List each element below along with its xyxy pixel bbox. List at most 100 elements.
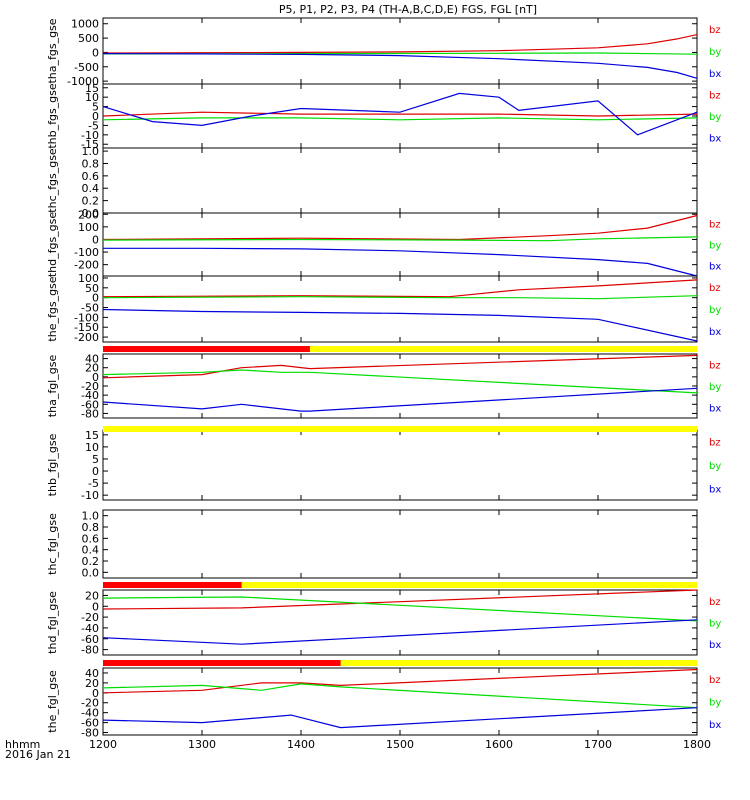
y-tick-label: 0.6: [82, 170, 100, 183]
series-line-by: [102, 295, 698, 300]
y-tick-label: 10: [85, 91, 99, 104]
y-tick-label: -200: [74, 259, 99, 272]
y-tick-label: 1.0: [82, 145, 100, 158]
y-tick-label: -5: [88, 119, 99, 132]
legend-bx: bx: [709, 403, 721, 414]
legend-by: by: [709, 47, 721, 58]
legend-bx: bx: [709, 133, 721, 144]
series-line-bx: [102, 619, 698, 645]
series-line-by: [102, 236, 698, 242]
series-line-by: [102, 117, 698, 121]
legend-bz: bz: [709, 91, 721, 102]
legend-by: by: [709, 619, 721, 630]
y-axis-label: thd_fgs_gse: [46, 212, 59, 278]
y-tick-label: -40: [81, 707, 99, 720]
x-tick-label: 1200: [89, 738, 117, 751]
legend-bx: bx: [709, 640, 721, 651]
y-axis-label: the_fgl_gse: [46, 670, 59, 733]
y-tick-label: 0: [92, 110, 99, 123]
legend-bz: bz: [709, 675, 721, 686]
series-line-bz: [102, 354, 698, 379]
y-tick-label: -80: [81, 644, 99, 657]
y-tick-label: 0: [92, 371, 99, 384]
legend-bx: bx: [709, 69, 721, 80]
panel-frame: [102, 212, 698, 277]
y-tick-label: -5: [88, 477, 99, 490]
y-tick-label: 0.6: [82, 532, 100, 545]
y-tick-label: 0: [92, 233, 99, 246]
series-line-bz: [102, 668, 698, 694]
date-caption: 2016 Jan 21: [5, 748, 71, 761]
y-tick-label: 15: [85, 429, 99, 442]
y-tick-label: -10: [81, 129, 99, 142]
y-tick-label: 100: [78, 221, 99, 234]
legend-by: by: [709, 112, 721, 123]
legend-by: by: [709, 698, 721, 709]
availability-bar-yellow: [103, 582, 697, 588]
availability-bar-yellow: [103, 426, 697, 432]
series-line-bx: [102, 53, 698, 79]
x-axis-caption: hhmm: [5, 738, 40, 751]
y-tick-label: -60: [81, 717, 99, 730]
series-line-bx: [102, 387, 698, 412]
series-line-bx: [102, 308, 698, 342]
y-tick-label: 20: [85, 362, 99, 375]
x-axis: 1200 1300 1400 1500 1600 1700 1800: [89, 738, 711, 751]
legend-bz: bz: [709, 283, 721, 294]
y-tick-label: 0: [92, 687, 99, 700]
series-line-bz: [102, 589, 698, 610]
legend-by: by: [709, 241, 721, 252]
legend-bz: bz: [709, 361, 721, 372]
y-tick-label: 0: [92, 465, 99, 478]
panel-thc_fgl_gse: thc_fgl_gse 1.00.80.60.40.20.0: [46, 509, 698, 579]
legend-by: by: [709, 461, 721, 472]
x-tick-label: 1500: [386, 738, 414, 751]
series-line-bx: [102, 92, 698, 136]
series-line-by: [102, 596, 698, 622]
series-line-bx: [103, 247, 698, 277]
chart-title: P5, P1, P2, P3, P4 (TH-A,B,C,D,E) FGS, F…: [279, 3, 537, 16]
y-tick-label: -20: [81, 697, 99, 710]
y-tick-label: -80: [81, 407, 99, 420]
y-tick-label: 1000: [71, 18, 99, 31]
legend-by: by: [709, 305, 721, 316]
legend-by: by: [709, 382, 721, 393]
y-axis-label: thc_fgs_gse: [46, 148, 59, 213]
availability-bar-red: [103, 346, 310, 352]
y-tick-label: 5: [92, 101, 99, 114]
y-tick-label: -10: [81, 489, 99, 502]
y-tick-label: -15: [81, 138, 99, 151]
y-tick-label: 1.0: [82, 510, 100, 523]
legend-bx: bx: [709, 720, 721, 731]
series-line-bz: [102, 279, 698, 298]
y-axis-label: thd_fgl_gse: [46, 591, 59, 654]
y-tick-label: -40: [81, 389, 99, 402]
y-axis-label: tha_fgl_gse: [46, 355, 59, 418]
y-tick-label: -50: [81, 302, 99, 315]
y-tick-label: 0: [92, 600, 99, 613]
x-tick-label: 1700: [584, 738, 612, 751]
y-tick-label: -150: [74, 321, 99, 334]
panel-frame: [102, 667, 698, 736]
series-line-by: [102, 683, 698, 709]
legend-bz: bz: [709, 25, 721, 36]
y-tick-label: -100: [74, 246, 99, 259]
y-tick-label: 50: [85, 282, 99, 295]
panel-frame: [102, 147, 698, 214]
y-tick-label: 0.0: [82, 207, 100, 220]
y-tick-label: 0.2: [82, 195, 100, 208]
legend-bx: bx: [709, 262, 721, 273]
series-line-bz: [102, 214, 698, 241]
y-tick-label: 0.0: [82, 566, 100, 579]
panels-group: tha_fgs_gse 10005000-500-1000bzbybxthb_fg…: [46, 17, 721, 740]
y-tick-label: 500: [78, 32, 99, 45]
y-tick-label: -1000: [67, 75, 99, 88]
y-tick-label: 100: [78, 272, 99, 285]
y-tick-label: -60: [81, 398, 99, 411]
x-tick-label: 1800: [683, 738, 711, 751]
